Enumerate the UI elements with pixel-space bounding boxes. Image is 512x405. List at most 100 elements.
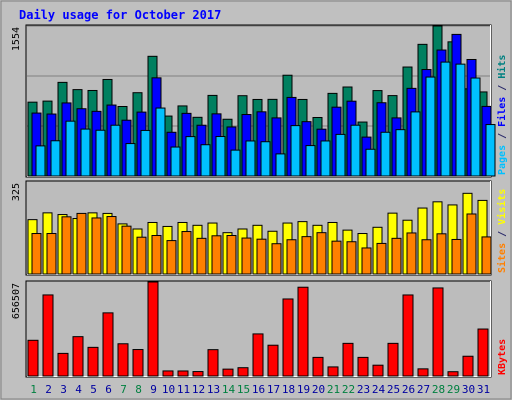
bar-kbytes-day-26 [402,294,414,377]
x-tick-label-day-3: 3 [60,383,67,396]
bar-pages-day-12 [200,144,211,177]
bar-sites-day-21 [331,240,342,275]
bar-pages-day-27 [425,76,436,177]
legend-part: Hits [496,55,508,79]
bar-sites-day-29 [451,238,462,275]
bar-kbytes-day-3 [57,352,69,377]
bar-pages-day-15 [245,140,256,177]
bar-sites-day-28 [436,233,447,275]
bar-pages-day-9 [155,107,166,177]
x-tick-label-day-28: 28 [432,383,445,396]
bar-kbytes-day-2 [42,294,54,377]
bar-pages-day-19 [305,145,316,177]
legend-part: / [497,79,508,97]
legend-part: / [497,225,508,243]
legend-part: KBytes [497,339,508,375]
bar-sites-day-19 [301,236,312,275]
bar-kbytes-day-28 [432,287,444,377]
x-tick-label-day-6: 6 [105,383,112,396]
bar-sites-day-4 [76,212,87,275]
x-tick-label-day-18: 18 [282,383,295,396]
x-tick-label-day-29: 29 [447,383,460,396]
bar-kbytes-day-6 [102,312,114,377]
x-tick-label-day-16: 16 [252,383,265,396]
x-tick-label-day-24: 24 [372,383,386,396]
bar-sites-day-30 [466,213,477,275]
bar-kbytes-day-17 [267,344,279,377]
y-axis-legend: Pages / Files / Hits [496,55,508,175]
bar-pages-day-29 [455,63,466,177]
bar-pages-day-26 [410,111,421,177]
bar-sites-day-11 [181,231,192,275]
x-tick-label-day-7: 7 [120,383,127,396]
x-tick-label-day-12: 12 [192,383,205,396]
bar-kbytes-day-12 [192,371,204,377]
bar-pages-day-21 [335,133,346,177]
x-tick-label-day-8: 8 [135,383,142,396]
x-tick-label-day-31: 31 [477,383,490,396]
bar-kbytes-day-8 [132,349,144,377]
bar-pages-day-20 [320,140,331,177]
x-tick-label-day-4: 4 [75,383,82,396]
bar-kbytes-day-1 [27,339,39,377]
bar-kbytes-day-21 [327,366,339,377]
bar-pages-day-14 [230,149,241,177]
x-tick-label-day-20: 20 [312,383,325,396]
bar-sites-day-23 [361,247,372,275]
bar-pages-day-8 [140,129,151,177]
panel-1: 1554 Pages / Files / Hits [11,24,508,178]
bar-pages-day-16 [260,141,271,177]
bar-sites-day-5 [91,217,102,275]
bar-kbytes-day-30 [462,355,474,377]
y-max-label: 325 [11,183,22,201]
x-tick-label-day-1: 1 [30,383,37,396]
panel-2: 325 Sites / Visits [11,180,508,276]
y-max-label: 656507 [11,283,22,319]
x-tick-label-day-25: 25 [387,383,400,396]
x-tick-label-day-15: 15 [237,383,250,396]
bar-kbytes-day-29 [447,371,459,377]
x-tick-label-day-27: 27 [417,383,430,396]
bar-pages-day-7 [125,143,136,177]
x-tick-label-day-26: 26 [402,383,415,396]
bar-kbytes-day-15 [237,367,249,377]
bar-kbytes-day-18 [282,298,294,377]
x-tick-label-day-17: 17 [267,383,280,396]
bar-pages-day-1 [35,145,46,177]
bar-kbytes-day-27 [417,368,429,377]
bar-kbytes-day-9 [147,281,159,377]
x-tick-label-day-10: 10 [162,383,175,396]
bar-pages-day-2 [50,140,61,177]
bar-sites-day-7 [121,225,132,275]
x-tick-label-day-9: 9 [150,383,157,396]
bar-sites-day-26 [406,232,417,275]
bar-sites-day-25 [391,237,402,275]
bar-kbytes-day-16 [252,333,264,377]
bar-kbytes-day-19 [297,286,309,377]
x-tick-label-day-30: 30 [462,383,475,396]
x-tick-label-day-5: 5 [90,383,97,396]
bar-sites-day-12 [196,237,207,275]
bar-kbytes-day-4 [72,336,84,377]
bar-pages-day-24 [380,131,391,177]
x-tick-label-day-23: 23 [357,383,370,396]
bar-pages-day-10 [170,146,181,177]
legend-part: Sites [496,243,508,273]
chart-title: Daily usage for October 2017 [19,8,221,22]
bar-sites-day-18 [286,239,297,275]
x-tick-label-day-21: 21 [327,383,340,396]
panel-3: 656507 KBytes [11,280,508,378]
bar-sites-day-27 [421,239,432,275]
legend-part: / [497,127,508,145]
bar-kbytes-day-20 [312,356,324,377]
bar-sites-day-17 [271,243,282,275]
bar-pages-day-4 [80,128,91,177]
bar-sites-day-16 [256,238,267,275]
bar-pages-day-5 [95,129,106,177]
bar-sites-day-10 [166,240,177,275]
bar-kbytes-day-11 [177,370,189,377]
legend-part: Files [496,97,508,127]
